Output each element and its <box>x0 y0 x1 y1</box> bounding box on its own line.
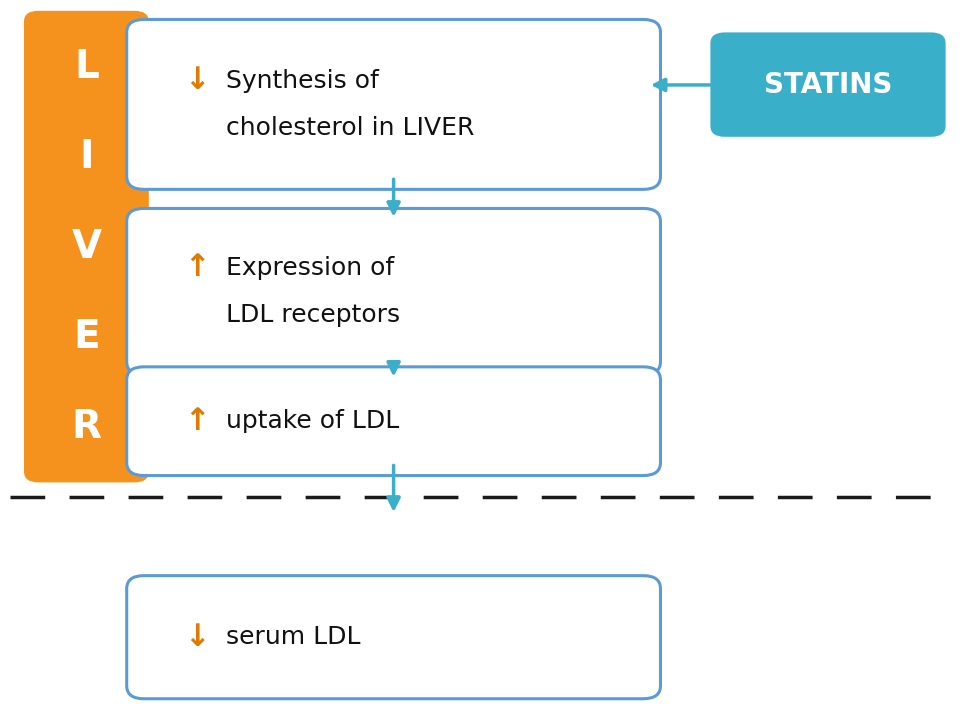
Text: LDL receptors: LDL receptors <box>226 303 399 328</box>
FancyBboxPatch shape <box>24 11 149 482</box>
Text: ↑: ↑ <box>184 407 209 436</box>
Text: Expression of: Expression of <box>226 256 394 280</box>
Text: uptake of LDL: uptake of LDL <box>226 409 398 433</box>
Text: ↓: ↓ <box>184 623 209 652</box>
FancyBboxPatch shape <box>127 19 660 189</box>
FancyBboxPatch shape <box>127 367 660 476</box>
FancyBboxPatch shape <box>710 32 946 137</box>
Text: ↓: ↓ <box>184 66 209 95</box>
Text: ↑: ↑ <box>184 253 209 282</box>
Text: R: R <box>71 408 102 446</box>
Text: V: V <box>71 228 102 266</box>
Text: I: I <box>79 138 94 176</box>
Text: cholesterol in LIVER: cholesterol in LIVER <box>226 116 474 140</box>
Text: STATINS: STATINS <box>764 71 892 99</box>
Text: serum LDL: serum LDL <box>226 625 360 649</box>
Text: L: L <box>74 48 99 86</box>
FancyBboxPatch shape <box>127 209 660 375</box>
FancyBboxPatch shape <box>127 576 660 698</box>
Text: Synthesis of: Synthesis of <box>226 68 378 93</box>
Text: E: E <box>73 318 100 356</box>
